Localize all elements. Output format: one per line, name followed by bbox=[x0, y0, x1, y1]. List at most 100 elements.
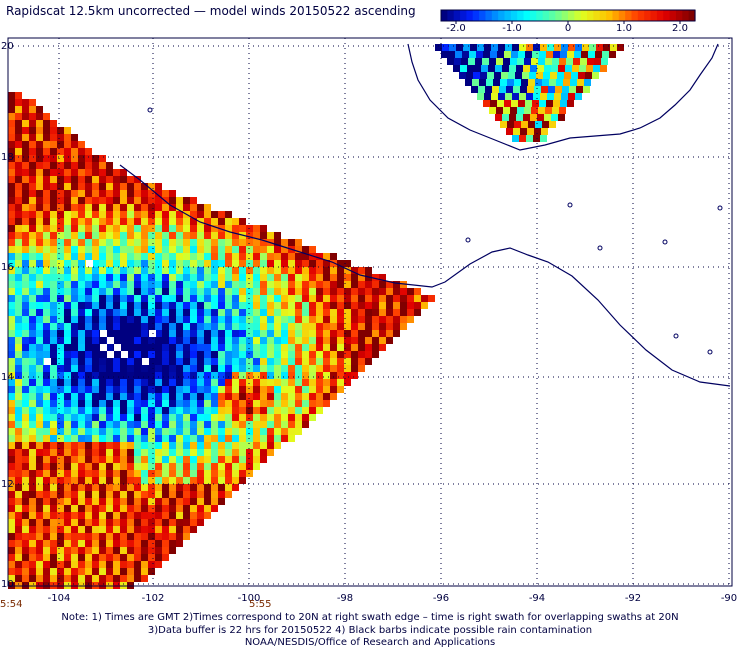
swath-cell bbox=[36, 519, 43, 526]
swath-cell bbox=[15, 505, 22, 512]
swath-cell bbox=[134, 225, 141, 232]
swath-cell bbox=[441, 51, 448, 58]
swath-cell bbox=[127, 498, 134, 505]
swath-cell bbox=[183, 260, 190, 267]
swath-cell bbox=[71, 372, 78, 379]
swath-cell bbox=[141, 498, 148, 505]
swath-cell bbox=[267, 309, 274, 316]
swath-cell bbox=[260, 260, 267, 267]
swath-cell bbox=[260, 400, 267, 407]
swath-cell bbox=[572, 65, 579, 72]
swath-cell bbox=[127, 302, 134, 309]
swath-cell bbox=[106, 484, 113, 491]
swath-cell bbox=[120, 449, 127, 456]
swath-cell bbox=[50, 190, 57, 197]
swath-cell bbox=[183, 484, 190, 491]
swath-cell bbox=[239, 351, 246, 358]
swath-cell bbox=[462, 51, 469, 58]
swath-cell bbox=[120, 498, 127, 505]
longitude-label: -90 bbox=[721, 593, 737, 604]
swath-cell bbox=[225, 463, 232, 470]
swath-cell bbox=[190, 323, 197, 330]
swath-cell bbox=[218, 379, 225, 386]
colorbar-segment bbox=[491, 10, 499, 21]
swath-cell bbox=[22, 568, 29, 575]
swath-cell bbox=[71, 253, 78, 260]
swath-cell bbox=[92, 435, 99, 442]
swath-cell bbox=[29, 169, 36, 176]
swath-cell bbox=[260, 302, 267, 309]
swath-cell bbox=[155, 260, 162, 267]
swath-cell bbox=[218, 288, 225, 295]
swath-cell bbox=[57, 365, 64, 372]
swath-cell bbox=[106, 204, 113, 211]
swath-cell bbox=[29, 232, 36, 239]
swath-cell bbox=[113, 323, 120, 330]
swath-cell bbox=[302, 421, 309, 428]
swath-cell bbox=[556, 79, 563, 86]
swath-cell bbox=[204, 225, 211, 232]
swath-cell bbox=[141, 225, 148, 232]
swath-cell bbox=[106, 239, 113, 246]
swath-cell bbox=[323, 379, 330, 386]
swath-cell bbox=[169, 260, 176, 267]
swath-cell bbox=[176, 337, 183, 344]
swath-cell bbox=[64, 358, 71, 365]
swath-cell bbox=[386, 337, 393, 344]
swath-cell bbox=[559, 107, 566, 114]
swath-cell bbox=[8, 141, 15, 148]
swath-cell bbox=[169, 190, 176, 197]
swath-cell bbox=[71, 386, 78, 393]
swath-cell bbox=[113, 204, 120, 211]
swath-cell bbox=[225, 239, 232, 246]
gulf-coastline bbox=[407, 43, 719, 151]
swath-cell bbox=[134, 561, 141, 568]
swath-cell bbox=[344, 344, 351, 351]
swath-cell bbox=[64, 148, 71, 155]
swath-cell bbox=[15, 141, 22, 148]
swath-cell bbox=[134, 428, 141, 435]
swath-cell bbox=[85, 197, 92, 204]
swath-cell bbox=[148, 470, 155, 477]
swath-cell bbox=[22, 526, 29, 533]
swath-cell bbox=[309, 281, 316, 288]
swath-cell bbox=[29, 148, 36, 155]
swath-cell bbox=[57, 155, 64, 162]
swath-cell bbox=[218, 456, 225, 463]
swath-cell bbox=[309, 316, 316, 323]
swath-cell bbox=[337, 330, 344, 337]
swath-cell bbox=[232, 449, 239, 456]
swath-cell bbox=[344, 372, 351, 379]
swath-cell bbox=[176, 428, 183, 435]
swath-cell bbox=[148, 204, 155, 211]
swath-cell bbox=[344, 316, 351, 323]
swath-cell bbox=[43, 148, 50, 155]
swath-cell bbox=[127, 428, 134, 435]
swath-cell bbox=[162, 337, 169, 344]
swath-cell bbox=[281, 316, 288, 323]
island bbox=[465, 237, 471, 243]
swath-cell bbox=[8, 176, 15, 183]
swath-cell bbox=[141, 491, 148, 498]
swath-cell bbox=[134, 267, 141, 274]
swath-cell bbox=[246, 414, 253, 421]
swath-cell bbox=[99, 337, 106, 344]
colorbar-segment bbox=[669, 10, 677, 21]
swath-cell bbox=[162, 449, 169, 456]
swath-cell bbox=[232, 365, 239, 372]
swath-cell bbox=[15, 211, 22, 218]
swath-cell bbox=[155, 358, 162, 365]
swath-cell bbox=[169, 232, 176, 239]
swath-cell bbox=[204, 456, 211, 463]
swath-cell bbox=[246, 302, 253, 309]
swath-cell bbox=[36, 232, 43, 239]
swath-cell bbox=[155, 561, 162, 568]
swath-cell bbox=[15, 162, 22, 169]
swath-cell bbox=[22, 505, 29, 512]
swath-cell bbox=[246, 274, 253, 281]
swath-cell bbox=[295, 414, 302, 421]
swath-cell bbox=[211, 505, 218, 512]
missing-cell bbox=[100, 344, 107, 351]
swath-cell bbox=[517, 58, 524, 65]
swath-cell bbox=[546, 51, 553, 58]
